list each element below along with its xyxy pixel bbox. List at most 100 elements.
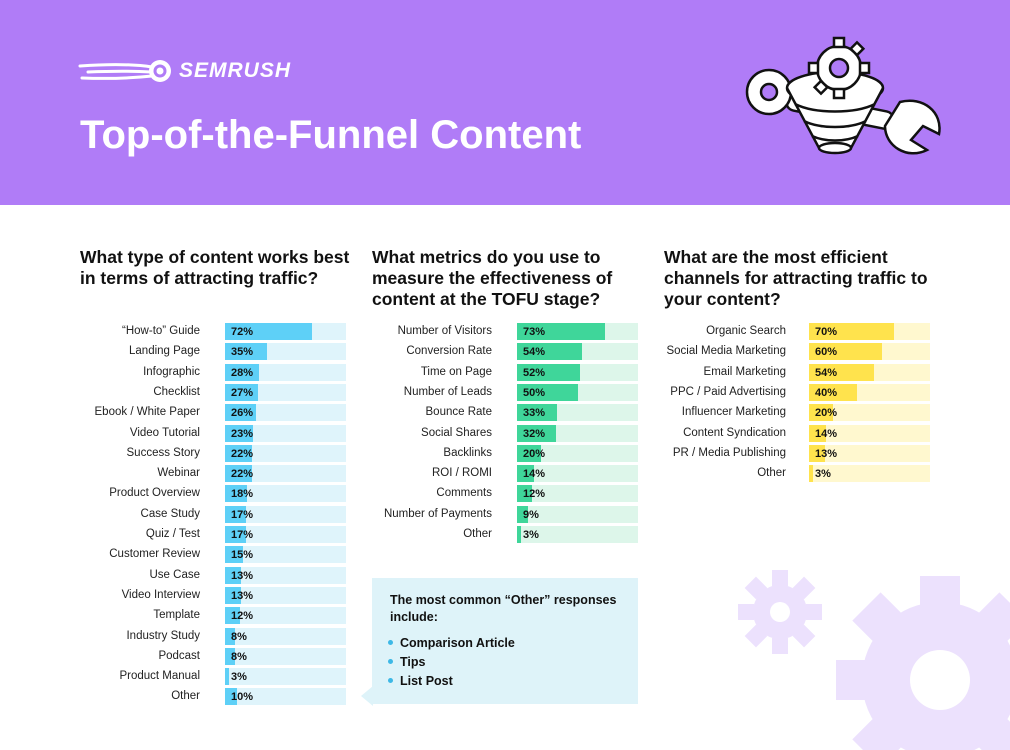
bar-value-label: 28% [231,367,254,379]
bar-category-label: PPC / Paid Advertising [670,386,786,398]
bar-track: 70% [809,323,930,340]
bar-value-label: 73% [523,326,546,338]
header-banner: SEMRUSH Top-of-the-Funnel Content [0,0,1010,205]
bar [225,404,257,421]
bar-category-label: Infographic [143,366,200,378]
bar [225,526,246,543]
bar [225,485,247,502]
bar [809,384,858,401]
chart-title-metrics: What metrics do you use to measure the e… [372,247,613,309]
bar [225,607,240,624]
bar [517,506,528,523]
bar-row: Success Story 22% [0,445,1010,462]
bar-category-label: Podcast [158,650,200,662]
bar-track: 60% [809,343,930,360]
bar [517,485,532,502]
bar-row: Case Study 17% [0,506,1010,523]
bar-track: 23% [225,425,346,442]
bar-value-label: 32% [523,428,546,440]
note-item-label: Comparison Article [400,636,515,650]
note-list-item: List Post [388,674,453,688]
bar [225,343,268,360]
bar-category-label: Other [757,467,786,479]
bar-value-label: 17% [231,529,254,541]
bar-row: Comments 12% [0,485,1010,502]
bar-row: Use Case 13% [0,567,1010,584]
bar [517,343,583,360]
bar-row: ROI / ROMI 14% [0,465,1010,482]
bar-category-label: Bounce Rate [425,406,493,418]
bar-row: Other 3% [0,526,1010,543]
bullet-dot-icon [388,659,393,665]
bar-value-label: 20% [523,448,546,460]
bar-track: 20% [809,404,930,421]
bar-category-label: Success Story [126,447,201,459]
bar-category-label: “How-to” Guide [122,325,200,337]
bar-category-label: Number of Leads [403,386,492,398]
bar-track: 9% [517,506,638,523]
bar-category-label: Comments [436,487,492,499]
bar-track: 13% [225,567,346,584]
bar-category-label: PR / Media Publishing [672,447,786,459]
bar-row: Landing Page 35% [0,343,1010,360]
chart-title-content-types: What type of content works best in terms… [80,247,350,288]
bar-value-label: 8% [231,631,247,643]
bar-track: 54% [809,364,930,381]
bar-value-label: 40% [815,387,838,399]
bar-value-label: 17% [231,509,254,521]
bar [225,465,252,482]
bar [225,587,241,604]
bar-track: 28% [225,364,346,381]
bar-track: 12% [517,485,638,502]
funnel-gear-wrench-illustration [745,36,941,155]
bullet-dot-icon [388,640,393,646]
bar-row: Number of Visitors 73% [0,323,1010,340]
bar-track: 8% [225,628,346,645]
bar-value-label: 54% [815,367,838,379]
bar-category-label: Product Overview [109,487,200,499]
bar-value-label: 22% [231,468,254,480]
bar-row: Number of Leads 50% [0,384,1010,401]
bar-category-label: Case Study [140,508,200,520]
bar-row: PPC / Paid Advertising 40% [0,384,1010,401]
bar-row: Social Media Marketing 60% [0,343,1010,360]
bar-track: 20% [517,445,638,462]
bar-category-label: Other [171,690,200,702]
bar-row: Organic Search 70% [0,323,1010,340]
bar-value-label: 13% [815,448,838,460]
bar-category-label: ROI / ROMI [431,467,492,479]
bar-track: 3% [225,668,346,685]
bar-track: 13% [225,587,346,604]
bar [225,445,252,462]
bar-value-label: 27% [231,387,254,399]
bar-value-label: 23% [231,428,254,440]
bar [517,465,534,482]
bar-track: 10% [225,688,346,705]
bar-value-label: 26% [231,407,254,419]
chart-title-channels: What are the most efficient channels for… [664,247,928,309]
bar-value-label: 35% [231,346,254,358]
bar-track: 27% [225,384,346,401]
bar-row: Customer Review 15% [0,546,1010,563]
bar-value-label: 50% [523,387,546,399]
bar-track: 22% [225,465,346,482]
bar-value-label: 60% [815,346,838,358]
bar-row: Number of Payments 9% [0,506,1010,523]
bar-row: “How-to” Guide 72% [0,323,1010,340]
bar-row: Social Shares 32% [0,425,1010,442]
bar [225,384,258,401]
bar-category-label: Conversion Rate [406,345,492,357]
note-item-label: List Post [400,674,453,688]
bar-track: 73% [517,323,638,340]
bar-row: Conversion Rate 54% [0,343,1010,360]
bar-category-label: Social Shares [421,427,492,439]
bar-track: 72% [225,323,346,340]
bar [225,688,238,705]
bar-track: 17% [225,506,346,523]
bar-value-label: 12% [231,610,254,622]
bar-track: 54% [517,343,638,360]
bar-track: 52% [517,364,638,381]
bar-row: PR / Media Publishing 13% [0,445,1010,462]
bar-row: Podcast 8% [0,648,1010,665]
bar [809,404,834,421]
